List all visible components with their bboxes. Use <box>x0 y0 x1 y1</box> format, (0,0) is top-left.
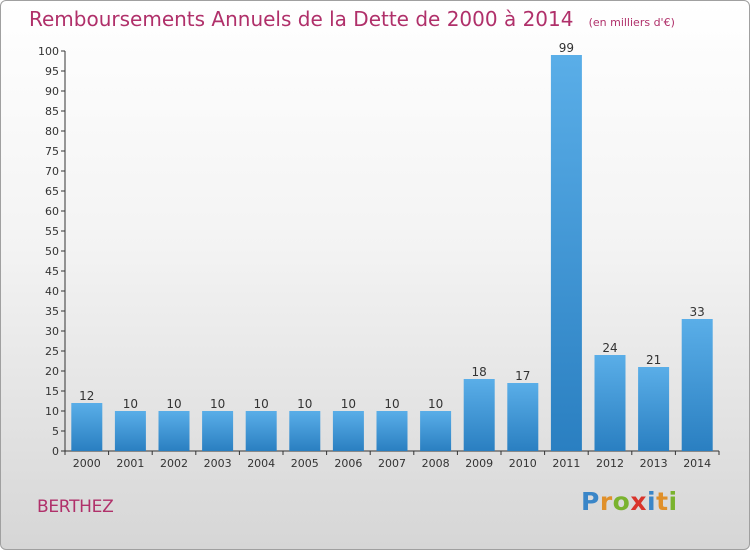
y-tick-label: 85 <box>45 105 59 118</box>
bar-value-label: 10 <box>384 397 399 411</box>
x-tick-label: 2001 <box>116 457 144 470</box>
x-tick-label: 2011 <box>552 457 580 470</box>
bar-value-label: 12 <box>79 389 94 403</box>
y-tick-label: 35 <box>45 305 59 318</box>
bar <box>376 411 408 451</box>
y-tick-label: 90 <box>45 85 59 98</box>
y-tick-label: 50 <box>45 245 59 258</box>
x-tick-label: 2014 <box>683 457 711 470</box>
bar <box>420 411 452 451</box>
commune-name: BERTHEZ <box>37 497 114 517</box>
y-tick-label: 45 <box>45 265 59 278</box>
x-tick-label: 2003 <box>204 457 232 470</box>
x-tick-label: 2010 <box>509 457 537 470</box>
y-tick-label: 15 <box>45 385 59 398</box>
x-tick-label: 2008 <box>422 457 450 470</box>
y-tick-label: 80 <box>45 125 59 138</box>
y-tick-label: 40 <box>45 285 59 298</box>
bar <box>245 411 277 451</box>
bar <box>463 379 495 451</box>
bar-value-label: 10 <box>341 397 356 411</box>
y-tick-label: 0 <box>52 445 59 458</box>
y-tick-label: 25 <box>45 345 59 358</box>
bar-value-label: 17 <box>515 369 530 383</box>
bar <box>507 383 539 451</box>
y-tick-label: 10 <box>45 405 59 418</box>
y-tick-label: 60 <box>45 205 59 218</box>
x-tick-label: 2005 <box>291 457 319 470</box>
bar-value-label: 10 <box>123 397 138 411</box>
x-tick-label: 2004 <box>247 457 275 470</box>
x-tick-label: 2006 <box>334 457 362 470</box>
bar <box>681 319 713 451</box>
y-tick-label: 55 <box>45 225 59 238</box>
bar <box>332 411 364 451</box>
title-row: Remboursements Annuels de la Dette de 20… <box>29 7 675 31</box>
x-tick-label: 2007 <box>378 457 406 470</box>
bar-value-label: 24 <box>602 341 617 355</box>
bar-value-label: 21 <box>646 353 661 367</box>
bar <box>550 55 582 451</box>
bar-value-label: 10 <box>210 397 225 411</box>
bar-value-label: 10 <box>254 397 269 411</box>
bar-value-label: 10 <box>166 397 181 411</box>
y-tick-label: 70 <box>45 165 59 178</box>
y-tick-label: 100 <box>38 45 59 58</box>
chart-title: Remboursements Annuels de la Dette de 20… <box>29 7 574 31</box>
bar-value-label: 99 <box>559 41 574 55</box>
bar <box>202 411 234 451</box>
bar <box>71 403 103 451</box>
y-tick-label: 30 <box>45 325 59 338</box>
bar <box>114 411 146 451</box>
y-tick-label: 95 <box>45 65 59 78</box>
proxiti-logo: Proxiti <box>581 487 678 516</box>
x-tick-label: 2012 <box>596 457 624 470</box>
x-tick-label: 2002 <box>160 457 188 470</box>
bar <box>158 411 190 451</box>
y-tick-label: 5 <box>52 425 59 438</box>
bar <box>594 355 626 451</box>
chart-unit: (en milliers d'€) <box>588 16 675 29</box>
bar <box>638 367 670 451</box>
bar <box>289 411 321 451</box>
x-tick-label: 2013 <box>640 457 668 470</box>
y-tick-label: 75 <box>45 145 59 158</box>
x-tick-label: 2009 <box>465 457 493 470</box>
bar-value-label: 18 <box>472 365 487 379</box>
bar-value-label: 10 <box>297 397 312 411</box>
x-tick-label: 2000 <box>73 457 101 470</box>
bar-value-label: 33 <box>690 305 705 319</box>
y-tick-label: 65 <box>45 185 59 198</box>
bar-value-label: 10 <box>428 397 443 411</box>
y-tick-label: 20 <box>45 365 59 378</box>
